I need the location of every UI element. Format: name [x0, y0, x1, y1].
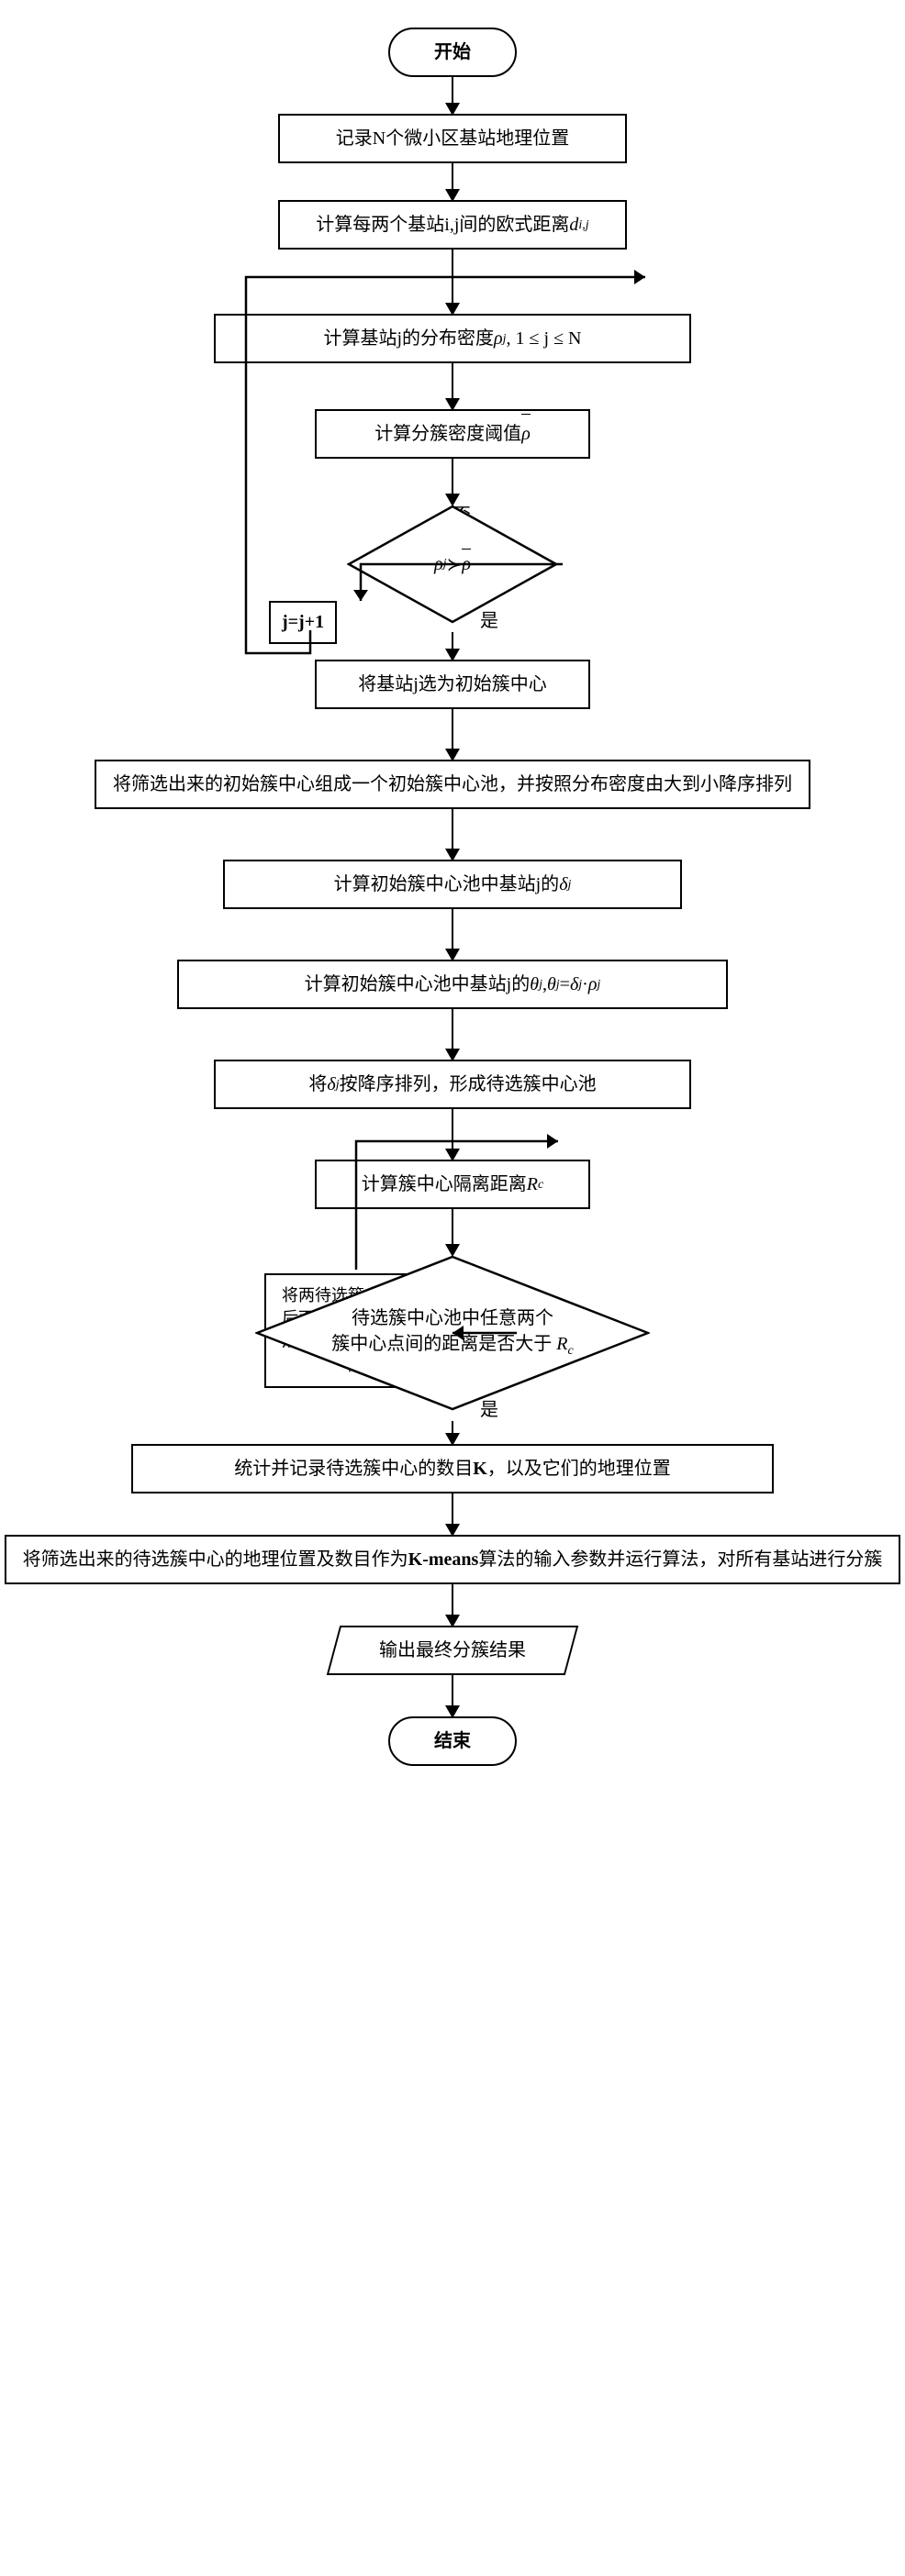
step-compute-density: 计算基站j的分布密度 ρj , 1 ≤ j ≤ N [214, 314, 691, 363]
decision1-row: j=j+1 否 ρj ≻ ρ [214, 505, 691, 624]
text: 计算基站j的分布密度 [323, 325, 494, 352]
step-compute-distance: 计算每两个基站i,j间的欧式距离 di,j [278, 200, 627, 250]
math-rho: ρ [494, 325, 503, 352]
math-rhobar: ρ [521, 420, 531, 448]
arrow [452, 909, 454, 960]
arrow [452, 1109, 454, 1160]
step-record-locations: 记录N个微小区基站地理位置 [278, 114, 627, 163]
step-compute-rc: 计算簇中心隔离距离 Rc [315, 1160, 590, 1209]
flowchart-root: 开始 记录N个微小区基站地理位置 计算每两个基站i,j间的欧式距离 di,j 计… [0, 28, 905, 1766]
arrow [452, 250, 454, 314]
step-sort-delta: 将 δj 按降序排列，形成待选簇中心池 [214, 1060, 691, 1109]
text: 计算每两个基站i,j间的欧式距离 [316, 211, 569, 239]
label-yes-1: 是 [480, 605, 498, 632]
loop-region-2: 计算簇中心隔离距离 Rc 将两待选簇中心排在后面的低密度簇中心从待选簇中心池中删… [255, 1160, 650, 1444]
text: 计算初始簇中心池中基站j的 [305, 971, 531, 998]
label-yes-2: 是 [480, 1394, 498, 1421]
arrow [452, 632, 454, 660]
arrow [452, 1009, 454, 1060]
text: 计算分簇密度阈值 [374, 420, 521, 448]
output-result: 输出最终分簇结果 [327, 1626, 578, 1675]
step-compute-theta: 计算初始簇中心池中基站j的 θj , θj = δj · ρj [177, 960, 728, 1009]
step-compute-delta: 计算初始簇中心池中基站j的 δj [223, 860, 682, 909]
step-run-kmeans: 将筛选出来的待选簇中心的地理位置及数目作为K-means算法的输入参数并运行算法… [5, 1535, 901, 1584]
decision2-label: 待选簇中心池中任意两个 簇中心点间的距离是否大于 Rc [255, 1255, 650, 1411]
sub-ij: i,j [578, 216, 588, 235]
step-compute-threshold: 计算分簇密度阈值 ρ [315, 409, 590, 459]
side-box-container: j=j+1 [269, 601, 337, 644]
arrow [452, 809, 454, 860]
decision-rc: 待选簇中心池中任意两个 簇中心点间的距离是否大于 Rc [255, 1255, 650, 1411]
arrow [452, 1675, 454, 1716]
step-increment-j: j=j+1 [269, 601, 337, 644]
decision2-row: 将两待选簇中心排在后面的低密度簇中心从待选簇中心池中删除 否 待选簇中心池中任意… [255, 1255, 650, 1411]
step-count-k: 统计并记录待选簇中心的数目K，以及它们的地理位置 [131, 1444, 774, 1493]
arrow [452, 77, 454, 114]
arrow [452, 1493, 454, 1535]
terminator-start: 开始 [388, 28, 517, 77]
arrow [452, 459, 454, 505]
decision-density: ρj ≻ ρ [347, 505, 558, 624]
arrow [452, 1209, 454, 1255]
step-select-initial-center: 将基站j选为初始簇中心 [315, 660, 590, 709]
text: 计算初始簇中心池中基站j的 [334, 871, 560, 898]
loop-region-1: 计算基站j的分布密度 ρj , 1 ≤ j ≤ N 计算分簇密度阈值 ρ j=j… [214, 314, 691, 660]
step-form-initial-pool: 将筛选出来的初始簇中心组成一个初始簇中心池，并按照分布密度由大到小降序排列 [95, 760, 810, 809]
terminator-end: 结束 [388, 1716, 517, 1766]
arrow [452, 1421, 454, 1444]
cond-text: , 1 ≤ j ≤ N [507, 325, 582, 352]
arrow [452, 163, 454, 200]
arrow [452, 709, 454, 760]
math-d: d [569, 211, 578, 239]
arrow [452, 363, 454, 409]
decision-label: ρj ≻ ρ [347, 505, 558, 624]
arrow [452, 1584, 454, 1626]
